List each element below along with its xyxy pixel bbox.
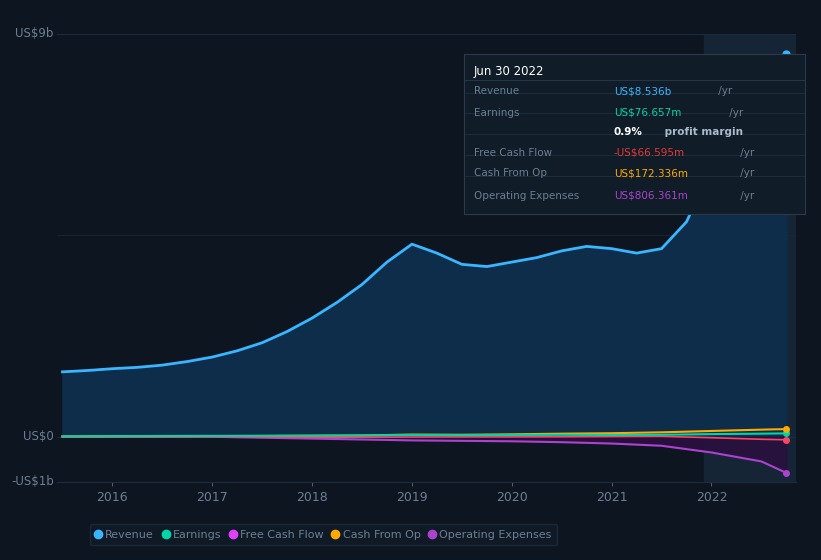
Text: Cash From Op: Cash From Op	[474, 169, 547, 179]
Legend: Revenue, Earnings, Free Cash Flow, Cash From Op, Operating Expenses: Revenue, Earnings, Free Cash Flow, Cash …	[89, 524, 557, 545]
Text: 0.9%: 0.9%	[614, 127, 643, 137]
Text: /yr: /yr	[737, 191, 754, 201]
Text: US$806.361m: US$806.361m	[614, 191, 688, 201]
Text: Earnings: Earnings	[474, 108, 520, 118]
Text: Revenue: Revenue	[474, 86, 519, 96]
Text: profit margin: profit margin	[661, 127, 743, 137]
Bar	[704, 34, 796, 482]
Text: Operating Expenses: Operating Expenses	[474, 191, 580, 201]
Text: -US$66.595m: -US$66.595m	[614, 148, 685, 158]
Text: -US$1b: -US$1b	[11, 475, 54, 488]
Text: US$76.657m: US$76.657m	[614, 108, 681, 118]
Text: Free Cash Flow: Free Cash Flow	[474, 148, 553, 158]
Text: US$8.536b: US$8.536b	[614, 86, 671, 96]
Text: /yr: /yr	[737, 148, 754, 158]
Text: US$0: US$0	[23, 430, 54, 444]
Text: US$172.336m: US$172.336m	[614, 169, 688, 179]
Text: Jun 30 2022: Jun 30 2022	[474, 66, 544, 78]
Text: US$9b: US$9b	[16, 27, 54, 40]
Text: /yr: /yr	[737, 169, 754, 179]
Text: /yr: /yr	[727, 108, 744, 118]
Text: /yr: /yr	[715, 86, 732, 96]
